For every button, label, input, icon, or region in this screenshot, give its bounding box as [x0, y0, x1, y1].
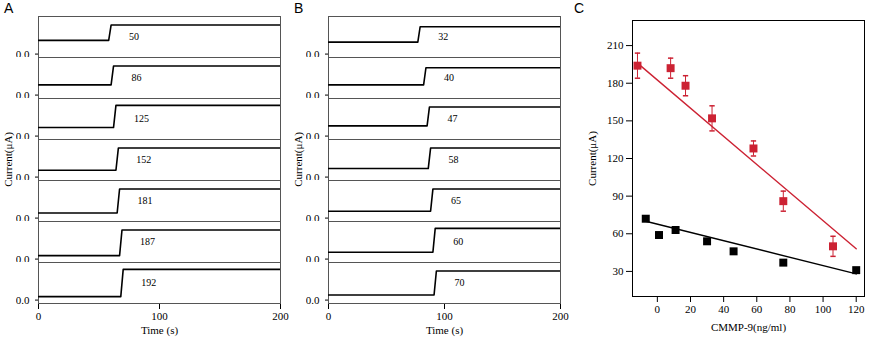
- svg-text:120: 120: [848, 303, 865, 315]
- svg-text:86: 86: [132, 72, 142, 83]
- svg-text:40: 40: [718, 303, 730, 315]
- svg-text:0.0: 0.0: [16, 48, 30, 57]
- svg-text:60: 60: [453, 236, 463, 247]
- svg-text:47: 47: [447, 113, 457, 124]
- svg-text:187: 187: [140, 236, 155, 247]
- svg-text:100: 100: [151, 310, 168, 322]
- html-text:Current(μA): Current(μA): [292, 132, 304, 187]
- svg-text:32: 32: [438, 31, 448, 42]
- html-text:A: A: [4, 0, 14, 16]
- svg-text:200: 200: [552, 310, 569, 322]
- svg-text:60: 60: [751, 303, 763, 315]
- svg-text:180: 180: [607, 77, 624, 89]
- svg-text:192: 192: [141, 277, 156, 288]
- svg-text:152: 152: [136, 154, 151, 165]
- svg-text:210: 210: [607, 39, 624, 51]
- html-text:Current(μA): Current(μA): [2, 132, 14, 187]
- svg-text:Time (s): Time (s): [426, 324, 464, 337]
- svg-text:0.0: 0.0: [16, 130, 30, 139]
- svg-text:20: 20: [685, 303, 697, 315]
- svg-text:100: 100: [815, 303, 832, 315]
- svg-text:90: 90: [613, 190, 625, 202]
- svg-text:50: 50: [129, 31, 139, 42]
- svg-text:58: 58: [449, 154, 459, 165]
- svg-text:181: 181: [138, 195, 153, 206]
- svg-text:0: 0: [326, 310, 332, 322]
- svg-text:150: 150: [607, 114, 624, 126]
- svg-text:0.0: 0.0: [306, 171, 320, 180]
- svg-text:0.0: 0.0: [16, 171, 30, 180]
- svg-text:Current(μA): Current(μA): [586, 131, 599, 186]
- svg-text:0.0: 0.0: [306, 48, 320, 57]
- svg-text:0.0: 0.0: [306, 212, 320, 221]
- svg-text:40: 40: [444, 72, 454, 83]
- svg-text:70: 70: [454, 277, 464, 288]
- svg-text:0.0: 0.0: [16, 89, 30, 98]
- svg-text:Time (s): Time (s): [141, 324, 179, 337]
- svg-text:0: 0: [655, 303, 661, 315]
- svg-text:125: 125: [134, 113, 149, 124]
- svg-text:CMMP-9(ng/ml): CMMP-9(ng/ml): [711, 321, 787, 334]
- svg-text:120: 120: [607, 152, 624, 164]
- svg-text:100: 100: [436, 310, 453, 322]
- svg-text:0.0: 0.0: [16, 212, 30, 221]
- svg-text:200: 200: [272, 310, 289, 322]
- svg-text:0: 0: [36, 310, 42, 322]
- svg-text:0.0: 0.0: [306, 130, 320, 139]
- svg-text:60: 60: [613, 227, 625, 239]
- svg-text:80: 80: [784, 303, 796, 315]
- html-text:C: C: [574, 0, 585, 16]
- svg-text:65: 65: [451, 195, 461, 206]
- html-text:B: B: [294, 0, 304, 16]
- svg-text:0.0: 0.0: [306, 294, 320, 306]
- svg-text:0.0: 0.0: [306, 253, 320, 262]
- svg-text:0.0: 0.0: [16, 253, 30, 262]
- svg-text:0.0: 0.0: [16, 294, 30, 306]
- svg-text:30: 30: [613, 265, 625, 277]
- svg-text:0.0: 0.0: [306, 89, 320, 98]
